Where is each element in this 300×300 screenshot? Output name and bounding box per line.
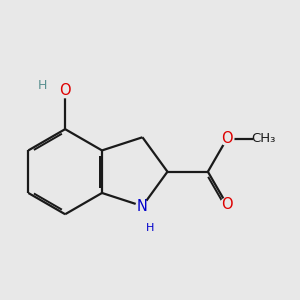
Text: O: O bbox=[59, 83, 71, 98]
Circle shape bbox=[37, 80, 48, 91]
Circle shape bbox=[220, 132, 234, 145]
Circle shape bbox=[254, 129, 272, 148]
Circle shape bbox=[136, 200, 149, 214]
Text: O: O bbox=[221, 197, 233, 212]
Circle shape bbox=[145, 223, 155, 233]
Circle shape bbox=[220, 198, 234, 212]
Text: H: H bbox=[146, 224, 154, 233]
Text: H: H bbox=[38, 79, 47, 92]
Circle shape bbox=[58, 84, 72, 98]
Text: CH₃: CH₃ bbox=[251, 132, 275, 145]
Text: N: N bbox=[137, 200, 148, 214]
Text: O: O bbox=[221, 131, 233, 146]
